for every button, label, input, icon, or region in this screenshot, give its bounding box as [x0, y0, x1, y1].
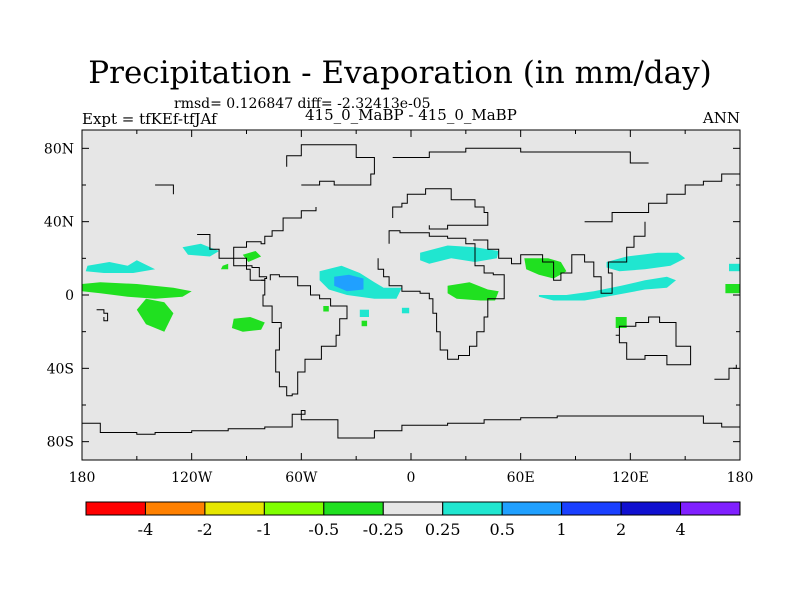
colorbar-label-8: 2 — [616, 520, 626, 539]
coastline-3 — [615, 316, 692, 366]
anomaly-region-2 — [231, 317, 265, 332]
x-tick-label-0: 180 — [69, 470, 96, 486]
case-label: 415_0_MaBP - 415_0_MaBP — [305, 106, 517, 124]
anomaly-region-8 — [725, 284, 740, 294]
colorbar-swatch-3 — [263, 501, 325, 516]
coastline-6 — [82, 410, 741, 439]
coastline-12 — [96, 309, 109, 322]
coastline-0 — [392, 188, 489, 230]
anomaly-region-3 — [220, 263, 229, 270]
anomaly-region-7 — [615, 317, 627, 328]
colorbar-swatch-7 — [501, 501, 563, 516]
anomaly-region-20 — [334, 274, 364, 292]
anomaly-region-15 — [538, 276, 676, 301]
anomaly-region-10 — [361, 320, 368, 327]
colorbar-swatch-10 — [680, 501, 741, 516]
colorbar-swatch-9 — [620, 501, 682, 516]
x-tick-label-4: 60E — [507, 470, 535, 486]
colorbar-swatch-0 — [85, 501, 146, 516]
anomaly-region-14 — [420, 245, 499, 264]
anomaly-region-6 — [524, 258, 567, 279]
y-tick-label-1: 40N — [44, 215, 74, 231]
x-tick-label-1: 120W — [171, 470, 213, 486]
anomaly-region-0 — [82, 282, 192, 299]
coastline-9 — [584, 173, 740, 223]
anomaly-region-17 — [729, 263, 740, 272]
coastline-11 — [714, 364, 737, 380]
anomaly-fills — [82, 243, 740, 332]
colorbar-label-0: -4 — [138, 520, 154, 539]
axis-ticks: 180 120W 60W 0 60E 120E 180 80N 40N 0 40S 80S — [44, 130, 753, 486]
anomaly-region-9 — [323, 306, 329, 312]
colorbar-swatch-2 — [204, 501, 265, 516]
anomaly-region-12 — [182, 243, 220, 257]
anomaly-region-11 — [85, 260, 156, 273]
anomaly-region-5 — [447, 282, 499, 301]
colorbar-swatch-4 — [323, 501, 384, 516]
x-tick-label-5: 120E — [612, 470, 649, 486]
anomaly-region-18 — [359, 309, 369, 317]
coastline-10 — [392, 147, 649, 164]
coastline-4 — [261, 274, 348, 397]
anomaly-region-19 — [401, 307, 410, 314]
coastlines — [82, 144, 741, 439]
coastline-5 — [197, 207, 317, 281]
anomaly-region-1 — [136, 298, 174, 332]
coastline-1 — [377, 230, 505, 360]
y-tick-label-2: 0 — [65, 288, 74, 304]
coastline-2 — [473, 221, 646, 294]
colorbar-label-5: 0.25 — [425, 520, 461, 539]
y-tick-label-4: 80S — [47, 435, 74, 451]
x-tick-label-3: 0 — [407, 470, 416, 486]
colorbar-label-1: -2 — [197, 520, 213, 539]
y-tick-label-0: 80N — [44, 141, 74, 157]
coastline-7 — [286, 144, 375, 186]
colorbar-label-6: 0.5 — [489, 520, 514, 539]
colorbar-swatch-8 — [561, 501, 622, 516]
stats-label: rmsd= 0.126847 diff= -2.32413e-05 — [174, 96, 431, 112]
colorbar-swatch-5 — [382, 501, 444, 516]
x-tick-label-2: 60W — [285, 470, 318, 486]
colorbar-label-4: -0.25 — [363, 520, 404, 539]
coastline-8 — [155, 184, 174, 195]
season-label: ANN — [702, 109, 740, 127]
y-tick-label-3: 40S — [47, 361, 74, 377]
colorbar-label-3: -0.5 — [308, 520, 339, 539]
colorbar: -4 -2 -1 -0.5 -0.25 0.25 0.5 1 2 4 — [85, 501, 741, 539]
chart-title: Precipitation - Evaporation (in mm/day) — [88, 55, 712, 91]
colorbar-swatch-1 — [144, 501, 206, 516]
map-background — [82, 130, 740, 460]
x-tick-label-6: 180 — [727, 470, 754, 486]
experiment-label: Expt = tfKEf-tfJAf — [82, 110, 217, 128]
colorbar-label-2: -1 — [257, 520, 273, 539]
anomaly-region-4 — [242, 251, 262, 262]
colorbar-label-9: 4 — [675, 520, 685, 539]
colorbar-swatch-6 — [442, 501, 503, 516]
colorbar-label-7: 1 — [557, 520, 567, 539]
